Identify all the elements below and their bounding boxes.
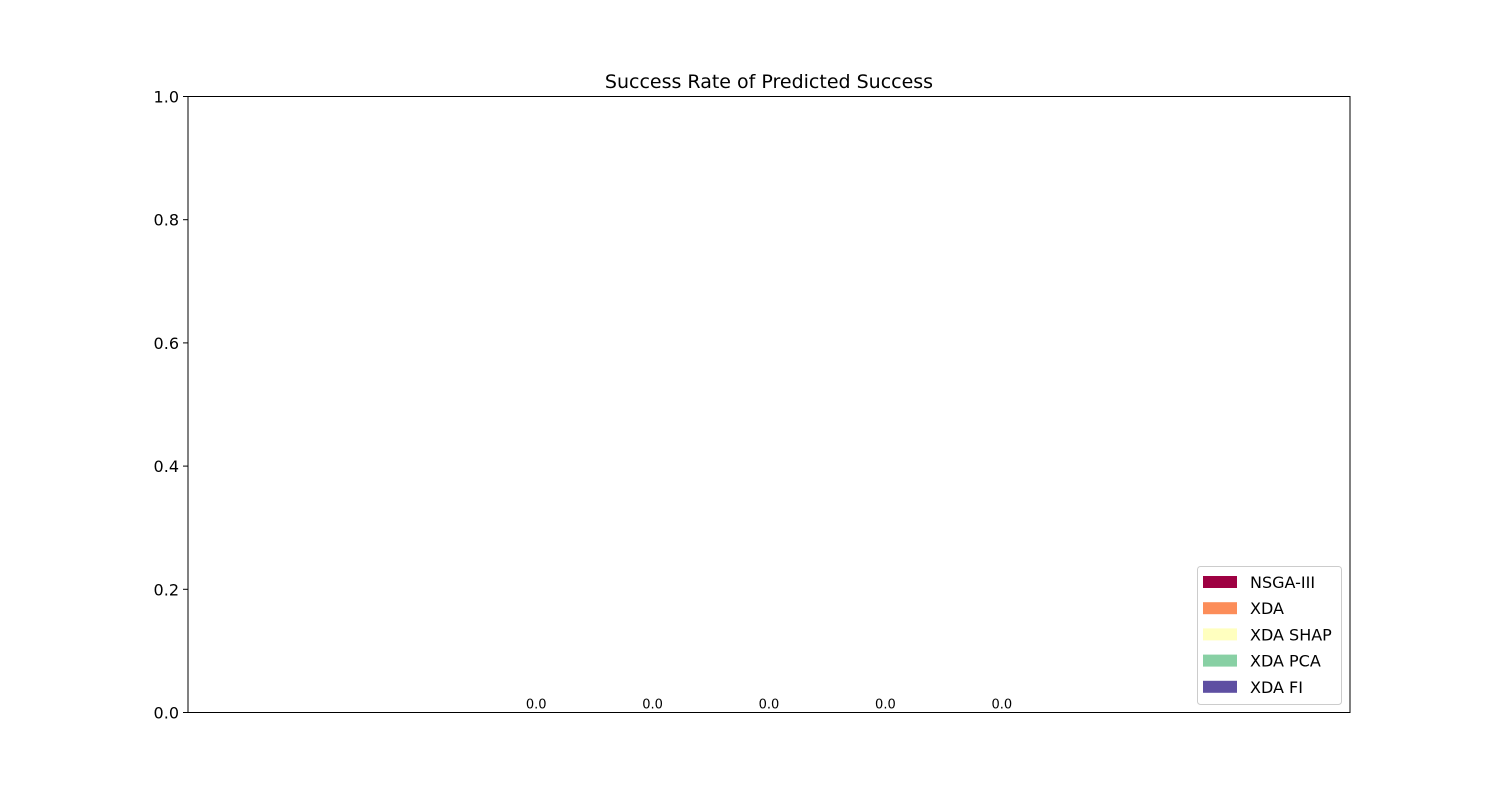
y-tick-label: 1.0 <box>154 88 179 107</box>
legend-items: NSGA-III XDA XDA SHAP XDA PCA XDA FI <box>1203 573 1332 697</box>
legend-label: XDA <box>1250 599 1284 618</box>
legend-label: NSGA-III <box>1250 573 1315 592</box>
y-tick-label: 0.2 <box>154 580 179 599</box>
y-tick-label: 0.0 <box>154 704 179 723</box>
legend-swatch <box>1203 602 1237 615</box>
legend-label: XDA PCA <box>1250 652 1321 671</box>
data-label: 0.0 <box>526 698 547 713</box>
legend: NSGA-III XDA XDA SHAP XDA PCA XDA FI <box>1197 566 1342 705</box>
legend-swatch <box>1203 576 1237 588</box>
data-labels: 0.0 0.0 0.0 0.0 0.0 <box>526 698 1012 713</box>
data-label: 0.0 <box>875 698 896 713</box>
y-tick-label: 0.4 <box>154 457 179 476</box>
legend-swatch <box>1203 680 1237 693</box>
legend-swatch <box>1203 654 1237 667</box>
y-tick-label: 0.8 <box>154 211 179 230</box>
plot-area <box>187 96 1351 713</box>
data-label: 0.0 <box>759 698 780 713</box>
y-tick-label: 0.6 <box>154 334 179 353</box>
legend-box <box>1197 566 1342 705</box>
data-label: 0.0 <box>642 698 663 713</box>
y-axis: 0.0 0.2 0.4 0.6 0.8 1.0 <box>154 88 188 723</box>
legend-swatch <box>1203 628 1237 641</box>
chart-title: Success Rate of Predicted Success <box>605 71 933 93</box>
legend-label: XDA SHAP <box>1250 625 1332 644</box>
legend-label: XDA FI <box>1250 678 1303 697</box>
data-label: 0.0 <box>991 698 1012 713</box>
